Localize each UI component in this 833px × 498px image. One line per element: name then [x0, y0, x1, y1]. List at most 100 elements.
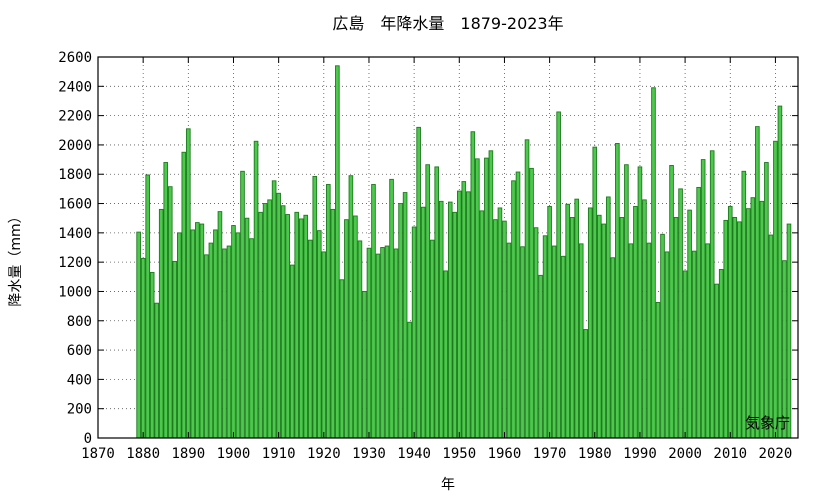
bar-1976 — [574, 198, 580, 439]
x-axis-title: 年 — [441, 477, 455, 493]
bar-1979 — [587, 207, 593, 439]
bar-2002 — [691, 250, 697, 439]
y-tick-label: 400 — [67, 372, 92, 388]
y-tick-label: 200 — [67, 402, 92, 418]
bar-1902 — [240, 170, 245, 439]
bar-1983 — [606, 196, 611, 439]
bar-1901 — [235, 232, 241, 439]
bar-2010 — [727, 206, 733, 439]
bar-1973 — [560, 255, 566, 439]
y-axis-title: 降水量（mm） — [8, 209, 24, 306]
bar-1968 — [538, 274, 543, 439]
bar-1880 — [140, 258, 146, 439]
bar-1910 — [276, 192, 281, 439]
bar-1985 — [615, 143, 620, 439]
bar-1906 — [258, 211, 263, 439]
bar-1881 — [145, 174, 150, 439]
x-tick-label: 1940 — [397, 446, 431, 462]
y-tick-label: 600 — [67, 343, 92, 359]
bar-2003 — [696, 186, 701, 439]
bar-2020 — [773, 140, 778, 439]
bar-1892 — [195, 222, 200, 439]
bar-1882 — [149, 271, 155, 439]
bar-1916 — [303, 214, 309, 439]
x-tick-label: 2010 — [713, 446, 747, 462]
bar-1959 — [497, 207, 503, 439]
y-tick-label: 2000 — [58, 138, 92, 154]
bar-1893 — [199, 223, 205, 439]
bar-1914 — [294, 211, 300, 439]
plot-frame — [97, 56, 799, 439]
bar-1943 — [425, 164, 430, 439]
bar-1993 — [651, 87, 656, 439]
bar-1945 — [434, 166, 440, 439]
bar-2018 — [764, 162, 769, 439]
x-tick-label: 1910 — [262, 446, 296, 462]
x-tick-label: 1920 — [307, 446, 341, 462]
bar-1999 — [678, 188, 683, 439]
bar-1900 — [231, 225, 236, 439]
bar-2000 — [682, 270, 688, 439]
bar-1937 — [398, 203, 403, 439]
bar-1971 — [551, 245, 557, 439]
bar-1924 — [339, 279, 345, 439]
bar-1897 — [217, 211, 223, 439]
bar-1933 — [380, 247, 385, 439]
chart-title: 広島 年降水量 1879-2023年 — [332, 14, 563, 33]
bar-2015 — [750, 197, 756, 439]
bar-1946 — [438, 200, 444, 439]
bar-1909 — [271, 180, 277, 439]
y-tick-label: 0 — [84, 431, 92, 447]
bar-1987 — [624, 164, 629, 439]
bar-1998 — [673, 217, 679, 439]
bar-1903 — [244, 217, 250, 439]
bar-1996 — [664, 251, 670, 439]
bar-1988 — [628, 243, 634, 439]
bar-2007 — [714, 283, 720, 439]
bar-1904 — [249, 238, 254, 439]
bar-1989 — [633, 206, 638, 439]
bar-2005 — [705, 243, 710, 439]
bar-1894 — [204, 254, 209, 439]
bar-1928 — [357, 240, 363, 439]
x-tick-label: 1900 — [217, 446, 251, 462]
bar-1955 — [479, 210, 485, 439]
bar-1970 — [547, 206, 552, 439]
bar-1935 — [389, 178, 394, 439]
bar-1884 — [158, 208, 164, 439]
bar-1942 — [420, 206, 426, 439]
bar-1907 — [262, 203, 268, 439]
bar-1895 — [208, 242, 214, 439]
y-tick-label: 2400 — [58, 79, 92, 95]
bar-1948 — [447, 201, 453, 439]
bar-1891 — [190, 229, 196, 439]
bar-1941 — [416, 126, 421, 439]
bar-1964 — [520, 246, 525, 439]
x-tick-label: 1970 — [533, 446, 567, 462]
bar-2022 — [782, 260, 787, 439]
bar-1966 — [529, 167, 534, 439]
bar-2004 — [700, 159, 706, 439]
bar-1939 — [407, 321, 412, 439]
bar-1984 — [610, 257, 616, 439]
bar-1938 — [402, 192, 408, 439]
y-tick-label: 1400 — [58, 226, 92, 242]
y-tick-label: 1200 — [58, 255, 92, 271]
x-tick-labels: 1870 1880 1890 1900 1910 1920 1930 1940 1950 1960… — [81, 446, 792, 462]
bar-1957 — [488, 150, 494, 439]
bar-1947 — [443, 270, 449, 439]
bar-1913 — [289, 264, 295, 439]
bar-1905 — [253, 140, 259, 439]
bar-1930 — [366, 247, 372, 439]
bar-1972 — [556, 111, 561, 439]
bar-1962 — [511, 180, 516, 439]
bar-1923 — [335, 65, 340, 439]
bar-2009 — [723, 219, 729, 439]
bar-1889 — [181, 151, 187, 439]
bar-1952 — [466, 191, 471, 439]
bar-2013 — [741, 170, 747, 439]
bar-1927 — [353, 215, 358, 439]
y-tick-label: 1600 — [58, 197, 92, 213]
x-tick-label: 1930 — [352, 446, 386, 462]
bar-1920 — [321, 251, 327, 439]
